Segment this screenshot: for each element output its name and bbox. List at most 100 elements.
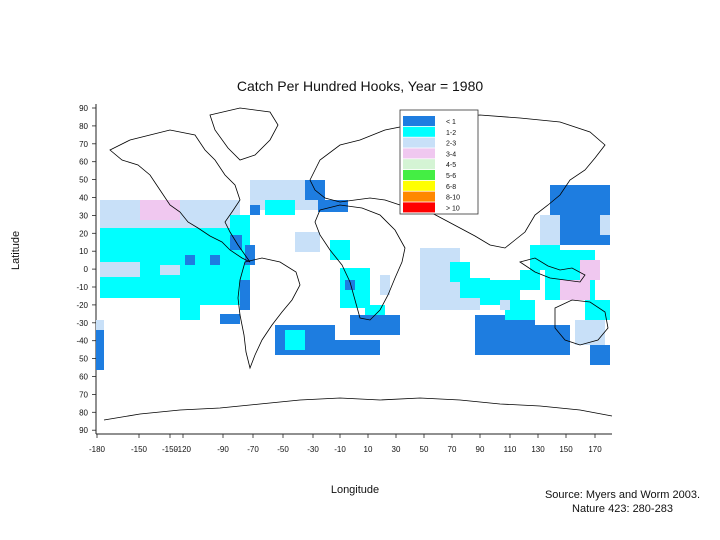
- indonesia-coast: [519, 257, 586, 283]
- x-tick-label: 30: [392, 445, 401, 454]
- antarctica-coast: [103, 397, 613, 421]
- catch-cell: [320, 340, 380, 355]
- y-tick-label: 30: [79, 211, 88, 220]
- catch-cell: [100, 262, 140, 277]
- y-tick-label: 60: [79, 158, 88, 167]
- y-tick-labels: 90 80 70 60 50 40 30 20 10 0 -10 -20 -30 -40 50 60 70 80 9…: [76, 104, 96, 435]
- catch-cell: [540, 215, 560, 245]
- y-tick-label: 60: [79, 373, 88, 382]
- catch-cell: [350, 315, 400, 335]
- x-tick-label: -70: [247, 445, 259, 454]
- legend-label: 3-4: [446, 151, 456, 158]
- australia-coast: [554, 299, 609, 346]
- catch-cell: [250, 205, 260, 215]
- y-tick-label: 0: [84, 265, 89, 274]
- catch-cell: [295, 232, 320, 252]
- y-tick-label: -30: [76, 319, 88, 328]
- catch-cell: [600, 215, 610, 235]
- catch-cell: [520, 270, 540, 290]
- y-tick-label: 70: [79, 390, 88, 399]
- y-tick-label: 10: [79, 247, 88, 256]
- y-tick-label: 50: [79, 176, 88, 185]
- y-tick-label: 70: [79, 140, 88, 149]
- source-citation: Source: Myers and Worm 2003. Nature 423:…: [530, 488, 715, 516]
- y-tick-label: -40: [76, 337, 88, 346]
- x-tick-label: 50: [420, 445, 429, 454]
- catch-cell: [450, 262, 470, 282]
- y-tick-label: 80: [79, 408, 88, 417]
- legend-label: > 10: [446, 205, 460, 212]
- catch-cell: [265, 200, 295, 215]
- catch-cell: [160, 265, 180, 275]
- legend-label: 6-8: [446, 184, 456, 191]
- x-tick-label: 130: [531, 445, 545, 454]
- catch-cell: [140, 200, 180, 220]
- y-tick-label: -10: [76, 283, 88, 292]
- catch-cell: [185, 255, 195, 265]
- catch-cell: [96, 320, 104, 330]
- catch-cell: [590, 345, 610, 365]
- legend-label: 4-5: [446, 162, 456, 169]
- y-tick-label: -20: [76, 301, 88, 310]
- catch-cell: [580, 260, 600, 280]
- legend-swatch: [403, 116, 435, 126]
- legend-swatch: [403, 180, 435, 191]
- x-tick-label: -180: [89, 445, 106, 454]
- legend-swatch: [403, 170, 435, 180]
- legend-swatch: [403, 137, 435, 148]
- catch-cell: [210, 255, 220, 265]
- catch-cell: [500, 300, 510, 310]
- legend-label: 5-6: [446, 173, 456, 180]
- legend-label: 2-3: [446, 141, 456, 148]
- catch-cell: [560, 280, 590, 300]
- catch-cell: [585, 300, 610, 320]
- catch-cell: [575, 320, 605, 345]
- chart-title: Catch Per Hundred Hooks, Year = 1980: [236, 78, 484, 94]
- catch-cell: [240, 280, 250, 310]
- y-tick-label: 40: [79, 194, 88, 203]
- source-line-2: Nature 423: 280-283: [572, 503, 673, 515]
- catch-cell: [380, 275, 390, 295]
- x-tick-label: 90: [476, 445, 485, 454]
- north-america-coast: [109, 129, 251, 263]
- y-axis-label: Latitude: [10, 230, 22, 270]
- africa-coast: [314, 204, 406, 321]
- catch-cell: [285, 330, 305, 350]
- y-tick-label: 90: [79, 426, 88, 435]
- x-tick-labels: -180 -150 -150-120 -90 -70 -50 -30 -10 10 30 50 70 9…: [89, 434, 602, 454]
- legend-swatch: [403, 126, 435, 137]
- x-tick-label: -120: [175, 445, 192, 454]
- legend-label: 1-2: [446, 130, 456, 137]
- y-tick-label: 50: [79, 355, 88, 364]
- catch-cell: [365, 305, 385, 315]
- source-line-1: Source: Myers and Worm 2003.: [544, 489, 701, 501]
- catch-cell: [180, 245, 250, 305]
- x-tick-label: -30: [307, 445, 319, 454]
- x-tick-label: 110: [504, 445, 517, 454]
- catch-cell: [560, 195, 600, 235]
- x-tick-label: -150: [162, 445, 179, 454]
- x-tick-label: -150: [131, 445, 148, 454]
- catch-cell: [230, 215, 250, 235]
- x-tick-label: -50: [277, 445, 289, 454]
- catch-cells: [96, 180, 610, 370]
- catch-cell: [245, 245, 255, 265]
- catch-cell: [510, 325, 570, 355]
- x-tick-label: 10: [364, 445, 373, 454]
- y-tick-label: 20: [79, 229, 88, 238]
- catch-cell: [345, 280, 355, 290]
- y-tick-label: 90: [79, 104, 88, 113]
- x-tick-label: 150: [559, 445, 573, 454]
- legend-swatch: [403, 191, 435, 202]
- x-tick-label: 70: [448, 445, 457, 454]
- x-axis-label: Longitude: [330, 484, 380, 496]
- x-tick-label: -90: [217, 445, 229, 454]
- catch-cell: [180, 300, 200, 320]
- legend-swatch: [403, 202, 435, 213]
- legend: < 1 1-2 2-3 3-4 4-5 5-6 6-8 8-10 > 10: [399, 109, 479, 215]
- south-america-coast: [237, 257, 301, 370]
- x-tick-label: -10: [334, 445, 346, 454]
- catch-cell: [505, 300, 535, 320]
- legend-label: 8-10: [446, 195, 460, 202]
